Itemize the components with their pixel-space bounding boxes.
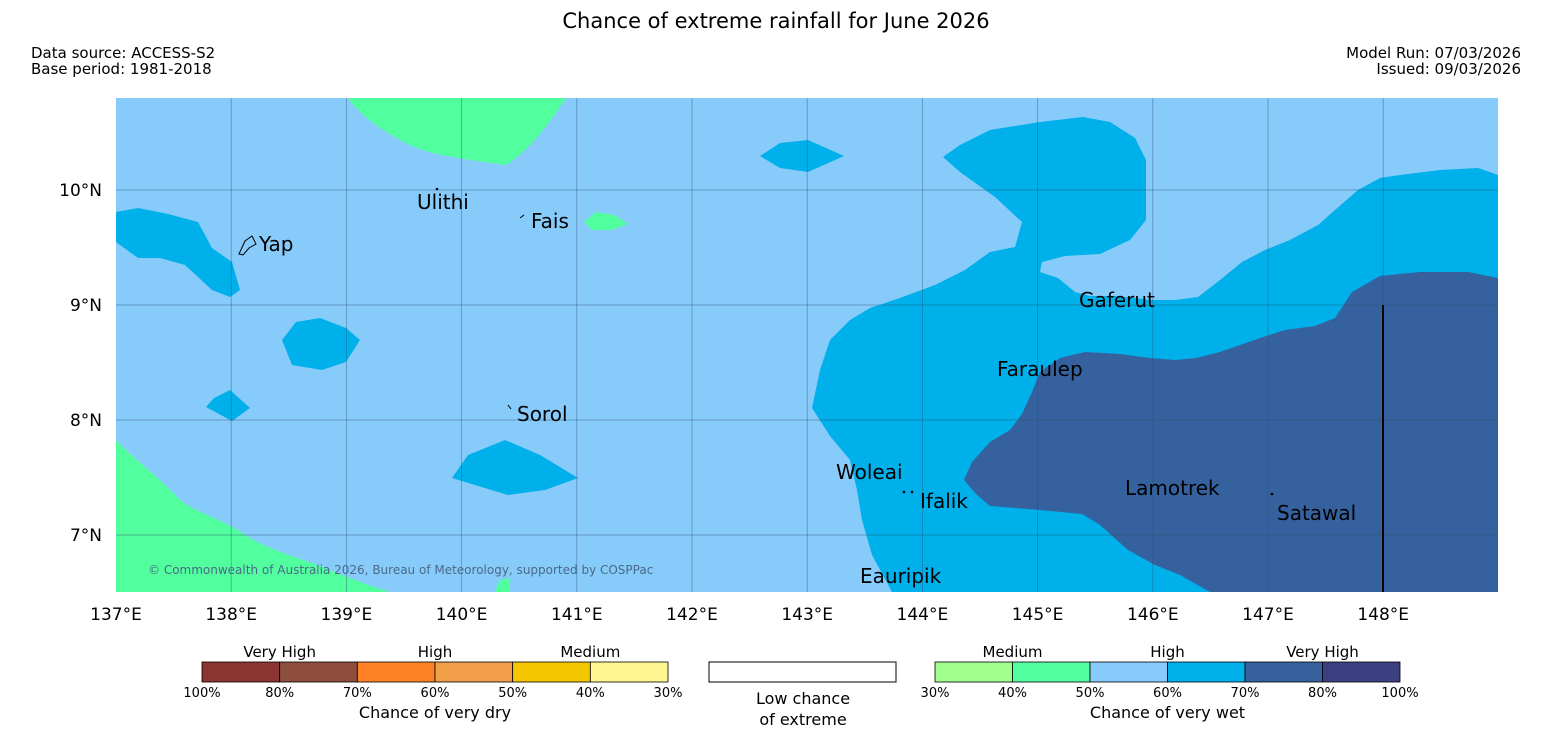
legend-swatch <box>201 661 281 683</box>
legend-swatch <box>1167 661 1246 683</box>
place-label-satawal: Satawal <box>1277 501 1356 525</box>
place-labels: Ulithi Fais Yap Sorol Gaferut Faraulep W… <box>258 190 1356 588</box>
legend-tick-label: 50% <box>1076 686 1105 701</box>
legend-caption: Chance of very wet <box>1090 703 1245 722</box>
legend-tick-label: 70% <box>1231 686 1260 701</box>
legend-tick-label: 60% <box>421 686 450 701</box>
legend-tick-label: 40% <box>998 686 1027 701</box>
legend-swatch <box>279 661 358 683</box>
legend-neutral-caption-1: Low chance <box>756 689 850 708</box>
base-period: Base period: 1981-2018 <box>31 60 212 78</box>
model-run: Model Run: 07/03/2026 <box>1346 44 1521 62</box>
lon-tick-label: 147°E <box>1242 605 1294 625</box>
place-label-ulithi: Ulithi <box>417 190 469 214</box>
issued-date: Issued: 09/03/2026 <box>1376 60 1521 78</box>
legend-swatch <box>434 661 514 683</box>
legend-group-label: Very High <box>243 643 316 661</box>
legend-wet: 30% 40% 50% 60% 70% 80% 100% Medium High Very Hig… <box>921 643 1419 722</box>
legend-tick-label: 40% <box>576 686 605 701</box>
legend-tick-label: 30% <box>921 686 950 701</box>
region-60-70-blob2 <box>206 390 250 421</box>
lon-tick-label: 145°E <box>1012 605 1064 625</box>
longitude-labels: 137°E 138°E 139°E 140°E 141°E 142°E 143°E 144°E… <box>90 605 1409 625</box>
data-source-info: Data source: ACCESS-S2 Base period: 1981… <box>31 45 215 77</box>
legend-dry: 100% 80% 70% 60% 50% 40% 30% Very High High Mediu… <box>183 643 682 722</box>
region-40-50-speck <box>495 578 510 592</box>
legend-tick-label: 50% <box>498 686 527 701</box>
legend-group-label: High <box>1150 643 1184 661</box>
lon-tick-label: 138°E <box>205 605 257 625</box>
lon-tick-label: 148°E <box>1357 605 1409 625</box>
fais-marker <box>519 214 525 219</box>
legend-swatch <box>589 661 669 683</box>
legend-tick-label: 100% <box>1381 686 1418 701</box>
place-label-faraulep: Faraulep <box>997 357 1083 381</box>
yap-island-outline <box>238 235 257 256</box>
legend-neutral: Low chance of extreme <box>708 661 897 729</box>
map-grid <box>116 98 1498 592</box>
legend-swatch <box>934 661 1013 683</box>
region-60-70-blob4 <box>760 140 844 172</box>
map-regions: © Commonwealth of Australia 2026, Bureau… <box>116 98 1498 592</box>
place-label-lamotrek: Lamotrek <box>1125 476 1220 500</box>
lon-tick-label: 140°E <box>436 605 488 625</box>
legend-tick-label: 80% <box>265 686 294 701</box>
lat-tick-label: 10°N <box>59 181 102 201</box>
lon-tick-label: 143°E <box>781 605 833 625</box>
legend-group-label: Medium <box>983 643 1043 661</box>
region-40-50-southwest <box>116 440 390 592</box>
place-label-eauripik: Eauripik <box>860 564 942 588</box>
legend-caption: Chance of very dry <box>359 703 511 722</box>
place-label-ifalik: Ifalik <box>920 489 968 513</box>
region-60-70-blob1 <box>282 318 360 370</box>
lat-tick-label: 9°N <box>70 296 102 316</box>
latitude-labels: 10°N 9°N 8°N 7°N <box>59 181 102 546</box>
legend-swatch <box>356 661 436 683</box>
lon-tick-label: 141°E <box>551 605 603 625</box>
page-title: Chance of extreme rainfall for June 2026 <box>562 9 990 33</box>
legend-swatch <box>1089 661 1168 683</box>
lon-tick-label: 142°E <box>666 605 718 625</box>
copyright-text: © Commonwealth of Australia 2026, Bureau… <box>148 563 653 577</box>
legend-tick-label: 30% <box>654 686 683 701</box>
island-markers <box>238 187 1274 496</box>
lon-tick-label: 146°E <box>1127 605 1179 625</box>
region-70-80 <box>964 272 1498 592</box>
legend-group-label: High <box>418 643 452 661</box>
place-label-sorol: Sorol <box>517 402 568 426</box>
legend-tick-label: 60% <box>1153 686 1182 701</box>
region-60-70-yap <box>116 208 240 297</box>
region-40-50-north <box>348 98 566 165</box>
region-60-70-blob3 <box>452 440 578 495</box>
legend-tick-label: 100% <box>183 686 220 701</box>
legend-swatch <box>512 661 591 683</box>
lat-tick-label: 7°N <box>70 526 102 546</box>
sorol-marker <box>507 404 512 410</box>
ifalik-marker <box>910 490 914 494</box>
lon-tick-label: 144°E <box>897 605 949 625</box>
place-label-woleai: Woleai <box>836 460 903 484</box>
data-source: Data source: ACCESS-S2 <box>31 44 216 62</box>
ulithi-marker <box>435 187 439 191</box>
legend-neutral-caption-2: of extreme <box>759 710 846 729</box>
legend-group-label: Very High <box>1286 643 1359 661</box>
legend-neutral-swatch <box>708 661 897 683</box>
legend-tick-label: 80% <box>1308 686 1337 701</box>
legend-swatch <box>1322 661 1401 683</box>
run-info: Model Run: 07/03/2026 Issued: 09/03/2026 <box>1346 45 1521 77</box>
woleai-marker <box>902 490 906 494</box>
place-label-gaferut: Gaferut <box>1079 288 1155 312</box>
legend-tick-label: 70% <box>343 686 372 701</box>
lat-tick-label: 8°N <box>70 411 102 431</box>
satawal-marker <box>1270 492 1274 496</box>
legend-swatch <box>1012 661 1091 683</box>
lon-tick-label: 139°E <box>321 605 373 625</box>
place-label-yap: Yap <box>258 232 293 256</box>
lon-tick-label: 137°E <box>90 605 142 625</box>
region-40-50-small <box>584 212 628 230</box>
legend-group-label: Medium <box>560 643 620 661</box>
legend-swatch <box>1244 661 1323 683</box>
place-label-fais: Fais <box>531 209 569 233</box>
